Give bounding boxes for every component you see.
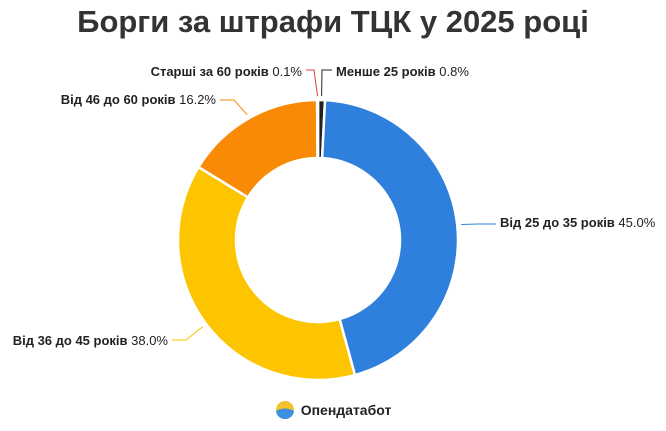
leader-line-від-46-до-60-років [220, 99, 248, 115]
data-label-від-25-до-35-років: Від 25 до 35 років 45.0% [500, 215, 656, 230]
label-name: Від 25 до 35 років [500, 215, 615, 230]
label-name: Старші за 60 років [151, 64, 269, 79]
data-label-від-46-до-60-років: Від 46 до 60 років 16.2% [61, 92, 217, 107]
label-name: Менше 25 років [336, 64, 436, 79]
data-label-старші-за-60-років: Старші за 60 років 0.1% [151, 64, 303, 79]
slice-старші-за-60-років [315, 98, 320, 160]
data-label-менше-25-років: Менше 25 років 0.8% [336, 64, 469, 79]
slice-від-36-до-45-років [176, 165, 357, 382]
leader-line-менше-25-років [321, 69, 332, 97]
donut-chart: Менше 25 років 0.8% Від 25 до 35 років 45… [13, 64, 656, 382]
label-name: Від 46 до 60 років [61, 92, 176, 107]
opendatabot-logo-icon [275, 401, 294, 419]
label-value: 0.1% [269, 64, 303, 79]
brand-name: Опендатабот [300, 402, 392, 418]
leader-line-від-36-до-45-років [172, 326, 204, 341]
footer: Опендатабот [0, 400, 666, 420]
label-value: 0.8% [436, 64, 470, 79]
data-label-від-36-до-45-років: Від 36 до 45 років 38.0% [13, 333, 169, 348]
label-value: 45.0% [615, 215, 656, 230]
label-name: Від 36 до 45 років [13, 333, 128, 348]
label-value: 38.0% [128, 333, 169, 348]
leader-line-старші-за-60-років [306, 69, 319, 97]
label-value: 16.2% [176, 92, 217, 107]
chart-title: Борги за штрафи ТЦК у 2025 році [77, 4, 589, 39]
slice-від-25-до-35-років [320, 98, 460, 377]
